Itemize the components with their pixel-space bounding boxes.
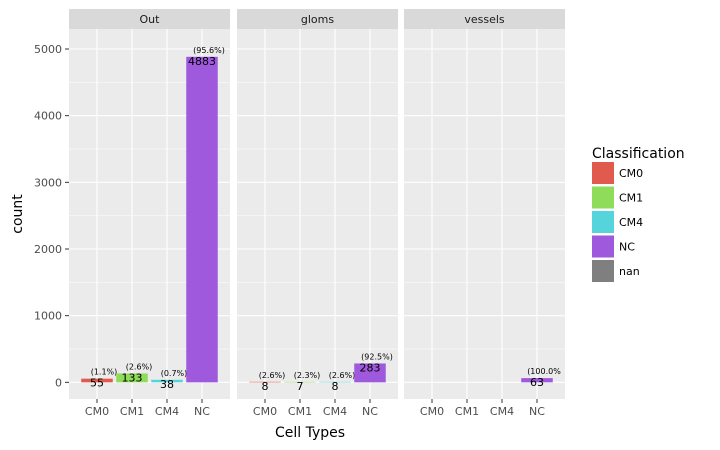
legend-label-NC: NC [619,241,635,254]
facet-vessels: vessels CM0 CM1 CM4 NC 63(100.0% [404,9,565,418]
x-tick-label: NC [194,405,210,418]
x-tick-label: CM1 [455,405,479,418]
legend-swatch-nan [592,260,614,282]
count-label: 8 [262,380,269,393]
legend-title: Classification [592,146,685,162]
x-tick-label: NC [529,405,545,418]
facet-strip [404,9,565,29]
y-tick-label: 3000 [34,176,62,189]
percent-label: (2.6%) [329,371,356,380]
y-axis-title: count [10,194,26,234]
legend-label-nan: nan [619,265,640,278]
percent-label: (1.1%) [91,368,118,377]
percent-label: (92.5%) [361,352,393,361]
bar-vessels-NC [521,378,553,383]
legend-label-CM4: CM4 [619,216,643,229]
bar-Out-CM0 [81,378,113,383]
percent-label: (100.0% [527,367,561,376]
legend-label-CM0: CM0 [619,167,643,180]
percent-label: (2.6%) [126,362,153,371]
count-label: 38 [160,378,174,391]
x-tick-label: CM0 [253,405,277,418]
x-axis-title: Cell Types [275,425,345,441]
bar-Out-NC [186,56,218,383]
legend-swatch-NC [592,235,614,258]
y-tick-label: 1000 [34,310,62,323]
legend-swatch-CM0 [592,162,614,184]
count-label: 7 [297,380,304,393]
x-tick-label: CM1 [288,405,312,418]
bar-gloms-CM1 [284,381,316,383]
facet-Out: Out CM0 CM1 CM4 NC 55(1.1%) 133(2.6%) 38(0.7%) 4… [69,9,230,418]
count-label: 8 [332,380,339,393]
x-tick-label: CM4 [490,405,514,418]
bar-gloms-CM4 [319,381,351,383]
count-label: 133 [122,371,143,384]
facet-strip [237,9,398,29]
bar-Out-CM1 [116,373,148,383]
legend-swatch-CM4 [592,211,614,233]
count-label: 283 [360,361,381,374]
y-tick-label: 0 [55,376,62,389]
percent-label: (2.6%) [259,371,286,380]
y-tick-label: 4000 [34,110,62,123]
x-tick-label: CM0 [85,405,109,418]
percent-label: (0.7%) [161,369,188,378]
y-axis: 0 1000 2000 3000 4000 5000 [34,43,69,389]
percent-label: (2.3%) [294,371,321,380]
bar-gloms-NC [354,363,386,383]
percent-label: (95.6%) [193,46,225,55]
count-label: 4883 [188,55,216,68]
x-tick-label: CM4 [155,405,179,418]
panel-background [237,29,398,399]
y-tick-label: 5000 [34,43,62,56]
legend-swatch-CM1 [592,186,614,209]
x-tick-label: CM1 [120,405,144,418]
count-label: 63 [530,376,544,389]
x-tick-label: CM0 [420,405,444,418]
bar-Out-CM4 [151,379,183,383]
x-tick-label: NC [362,405,378,418]
facet-strip-label: Out [140,13,161,26]
y-tick-label: 2000 [34,243,62,256]
facet-strip [69,9,230,29]
x-tick-label: CM4 [323,405,347,418]
panel-background [404,29,565,399]
legend: Classification CM0 CM1 CM4 NC nan [592,146,685,282]
legend-label-CM1: CM1 [619,192,643,205]
bar-gloms-CM0 [249,381,281,383]
facet-strip-label: gloms [301,13,334,26]
count-label: 55 [90,377,104,390]
facet-strip-label: vessels [464,13,505,26]
